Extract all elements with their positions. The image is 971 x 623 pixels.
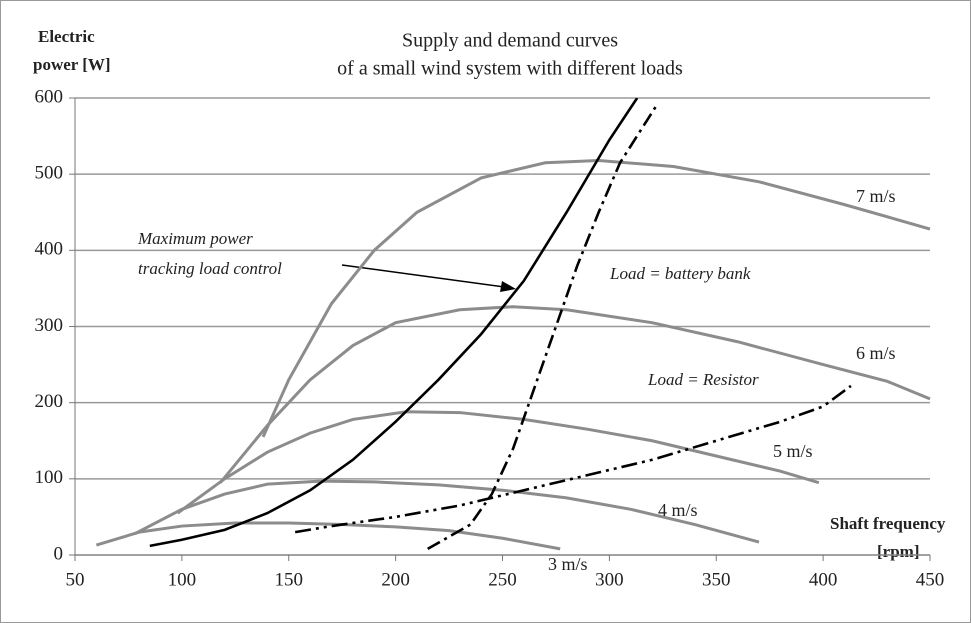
x-tick-label: 100 xyxy=(168,569,197,590)
series-label: 7 m/s xyxy=(856,186,896,206)
series-label: 6 m/s xyxy=(856,343,896,363)
chart-title: Supply and demand curves xyxy=(402,30,618,52)
y-tick-label: 0 xyxy=(54,543,64,564)
x-tick-label: 400 xyxy=(809,569,838,590)
x-tick-label: 200 xyxy=(381,569,410,590)
plot-area xyxy=(95,98,931,551)
y-tick-label: 400 xyxy=(35,239,64,260)
series-line xyxy=(95,521,561,551)
series-label: Load = Resistor xyxy=(647,370,759,389)
annotation-arrow xyxy=(341,264,516,292)
annotation: Maximum power xyxy=(137,229,253,248)
x-tick-label: 450 xyxy=(916,569,945,590)
y-tick-label: 500 xyxy=(35,163,64,184)
series-line xyxy=(219,305,931,484)
x-axis-label: [rpm] xyxy=(877,542,919,561)
series-label: Load = battery bank xyxy=(609,264,751,283)
y-tick-label: 100 xyxy=(35,467,64,488)
y-axis-label: power [W] xyxy=(33,55,111,74)
x-tick-label: 250 xyxy=(488,569,517,590)
series-line xyxy=(176,410,820,515)
x-tick-label: 50 xyxy=(66,569,85,590)
series-line xyxy=(149,98,639,548)
y-axis-label: Electric xyxy=(38,27,95,46)
series-label: 3 m/s xyxy=(548,554,588,574)
series-line xyxy=(134,479,760,544)
x-axis-label: Shaft frequency xyxy=(830,514,946,533)
x-tick-label: 350 xyxy=(702,569,731,590)
series-label: 4 m/s xyxy=(658,500,698,520)
annotation: tracking load control xyxy=(138,259,282,278)
y-tick-label: 300 xyxy=(35,315,64,336)
x-tick-label: 150 xyxy=(275,569,304,590)
y-tick-label: 200 xyxy=(35,391,64,412)
chart-subtitle: of a small wind system with different lo… xyxy=(337,58,683,80)
series-line xyxy=(261,158,931,438)
x-tick-label: 300 xyxy=(595,569,624,590)
series-line xyxy=(294,384,852,534)
y-tick-label: 600 xyxy=(35,86,64,107)
series-line xyxy=(427,104,658,551)
series-label: 5 m/s xyxy=(773,441,813,461)
